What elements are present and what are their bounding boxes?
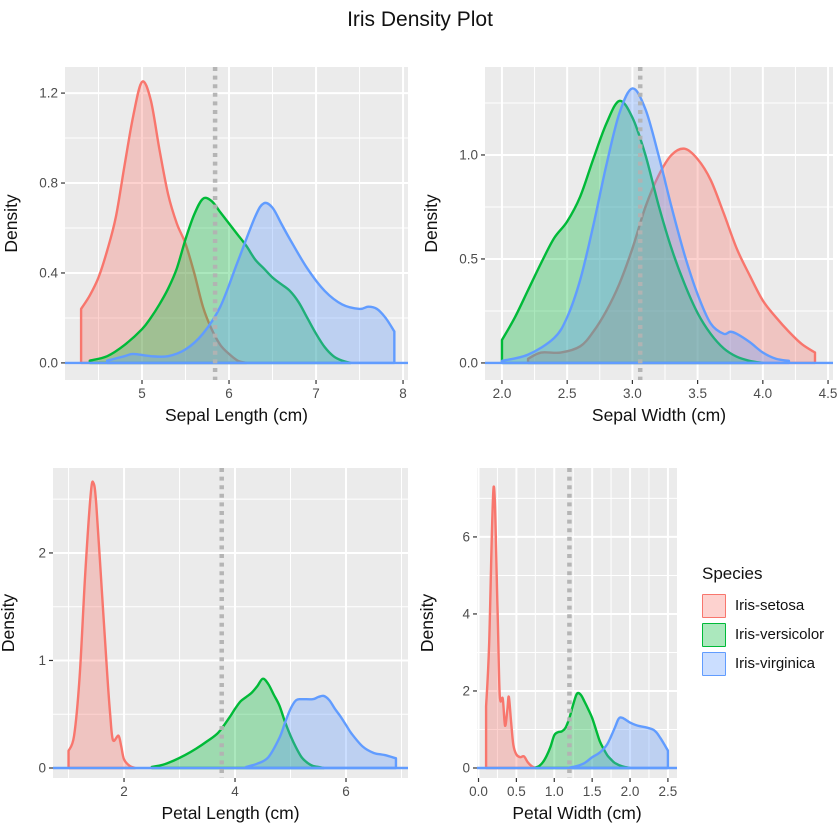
legend-title: Species xyxy=(702,564,763,583)
density-iris-versicolor xyxy=(534,691,632,770)
x-tick-label: 7 xyxy=(312,386,320,401)
x-tick-label: 0.0 xyxy=(469,784,488,799)
density-iris-versicolor xyxy=(150,677,326,770)
panel-background xyxy=(485,67,833,380)
panel-sepal-width: 2.0 2.5 3.0 3.5 4.0 4.5 0.0 0.5 1.0 Sepal Width (… xyxy=(420,55,840,440)
x-tick-label: 4.5 xyxy=(819,386,838,401)
density-iris-virginica xyxy=(244,694,398,770)
axes: 5 6 7 8 0.0 0.4 0.8 1.2 xyxy=(39,86,407,401)
panel-petal-width: 0.0 0.5 1.0 1.5 2.0 2.5 0 2 4 6 Petal Width (cm) De… xyxy=(420,450,840,840)
density-iris-virginica xyxy=(568,716,670,770)
density-iris-virginica xyxy=(500,87,791,365)
sepal-width-plot: 2.0 2.5 3.0 3.5 4.0 4.5 0.0 0.5 1.0 Sepal Width (… xyxy=(421,67,837,425)
x-tick-label: 4 xyxy=(231,784,239,799)
petal-width-plot: 0.0 0.5 1.0 1.5 2.0 2.5 0 2 4 6 Petal Width (cm) De… xyxy=(420,468,677,823)
x-tick-label: 0.5 xyxy=(507,784,526,799)
legend-entry: Iris-versicolor xyxy=(702,621,840,648)
x-tick-label: 2.0 xyxy=(493,386,512,401)
density-curves xyxy=(53,468,408,778)
legend-entry: Iris-setosa xyxy=(702,592,840,619)
legend-swatch-icon xyxy=(702,651,726,676)
panel-background xyxy=(65,67,408,380)
legend-entries: Iris-setosa Iris-versicolor Iris-virginica xyxy=(702,592,840,677)
y-tick-label: 2 xyxy=(38,545,46,560)
x-tick-label: 2.0 xyxy=(621,784,640,799)
y-tick-label: 0.5 xyxy=(459,251,478,266)
figure-title: Iris Density Plot xyxy=(347,8,493,31)
density-iris-setosa xyxy=(79,80,248,365)
panel-petal-length: 2 4 6 0 1 2 Petal Length (cm) Density xyxy=(0,450,420,840)
y-tick-label: 2 xyxy=(462,683,470,698)
y-tick-label: 4 xyxy=(462,606,470,621)
density-curves xyxy=(477,468,677,778)
density-iris-versicolor xyxy=(88,196,353,365)
y-tick-label: 0.0 xyxy=(39,355,58,370)
legend-label: Iris-virginica xyxy=(735,655,816,672)
y-tick-label: 0.8 xyxy=(39,176,58,191)
x-tick-label: 2 xyxy=(120,784,128,799)
x-axis-title: Petal Width (cm) xyxy=(512,803,641,823)
y-axis-title: Density xyxy=(1,194,21,253)
legend-swatch-icon xyxy=(702,622,726,647)
x-tick-label: 8 xyxy=(399,386,407,401)
legend-label: Iris-setosa xyxy=(735,597,805,614)
legend: Species Iris-setosa Iris-versicolor Iris-v… xyxy=(702,564,840,679)
density-iris-versicolor xyxy=(500,99,765,365)
density-iris-virginica xyxy=(106,201,396,365)
x-tick-label: 3.5 xyxy=(688,386,707,401)
x-axis-title: Petal Length (cm) xyxy=(161,803,299,823)
y-tick-label: 1.0 xyxy=(459,147,478,162)
y-tick-label: 0.4 xyxy=(39,265,58,280)
x-tick-label: 1.0 xyxy=(545,784,564,799)
x-tick-label: 6 xyxy=(342,784,350,799)
density-curves xyxy=(65,67,408,380)
gridlines xyxy=(65,67,408,380)
y-tick-label: 1 xyxy=(38,653,46,668)
density-iris-setosa xyxy=(526,147,817,365)
x-tick-label: 2.5 xyxy=(558,386,577,401)
x-tick-label: 5 xyxy=(138,386,146,401)
legend-label: Iris-versicolor xyxy=(735,626,825,643)
petal-length-plot: 2 4 6 0 1 2 Petal Length (cm) Density xyxy=(0,468,408,823)
y-axis-title: Density xyxy=(0,594,18,653)
density-iris-setosa xyxy=(67,480,137,770)
x-axis-title: Sepal Length (cm) xyxy=(165,405,308,425)
y-tick-label: 0 xyxy=(38,761,46,776)
x-axis-title: Sepal Width (cm) xyxy=(592,405,726,425)
legend-entry: Iris-virginica xyxy=(702,650,840,677)
legend-swatch-icon xyxy=(702,593,726,618)
y-tick-label: 0.0 xyxy=(459,355,478,370)
y-tick-label: 6 xyxy=(462,529,470,544)
x-tick-label: 1.5 xyxy=(583,784,602,799)
y-tick-label: 1.2 xyxy=(39,86,58,101)
x-tick-label: 4.0 xyxy=(753,386,772,401)
x-tick-label: 3.0 xyxy=(623,386,642,401)
density-iris-setosa xyxy=(484,485,537,770)
axes: 0.0 0.5 1.0 1.5 2.0 2.5 0 2 4 6 xyxy=(462,529,677,799)
gridlines xyxy=(53,468,408,778)
x-tick-label: 6 xyxy=(225,386,233,401)
y-axis-title: Density xyxy=(421,194,441,253)
axes: 2.0 2.5 3.0 3.5 4.0 4.5 0.0 0.5 1.0 xyxy=(459,147,837,401)
axes: 2 4 6 0 1 2 xyxy=(38,545,349,799)
x-tick-label: 2.5 xyxy=(659,784,678,799)
y-tick-label: 0 xyxy=(462,760,470,775)
density-curves xyxy=(485,67,833,380)
sepal-length-plot: 5 6 7 8 0.0 0.4 0.8 1.2 Sepal Length (cm) Density xyxy=(1,67,408,425)
panel-sepal-length: 5 6 7 8 0.0 0.4 0.8 1.2 Sepal Length (cm) Density xyxy=(0,55,420,440)
y-axis-title: Density xyxy=(420,594,437,653)
